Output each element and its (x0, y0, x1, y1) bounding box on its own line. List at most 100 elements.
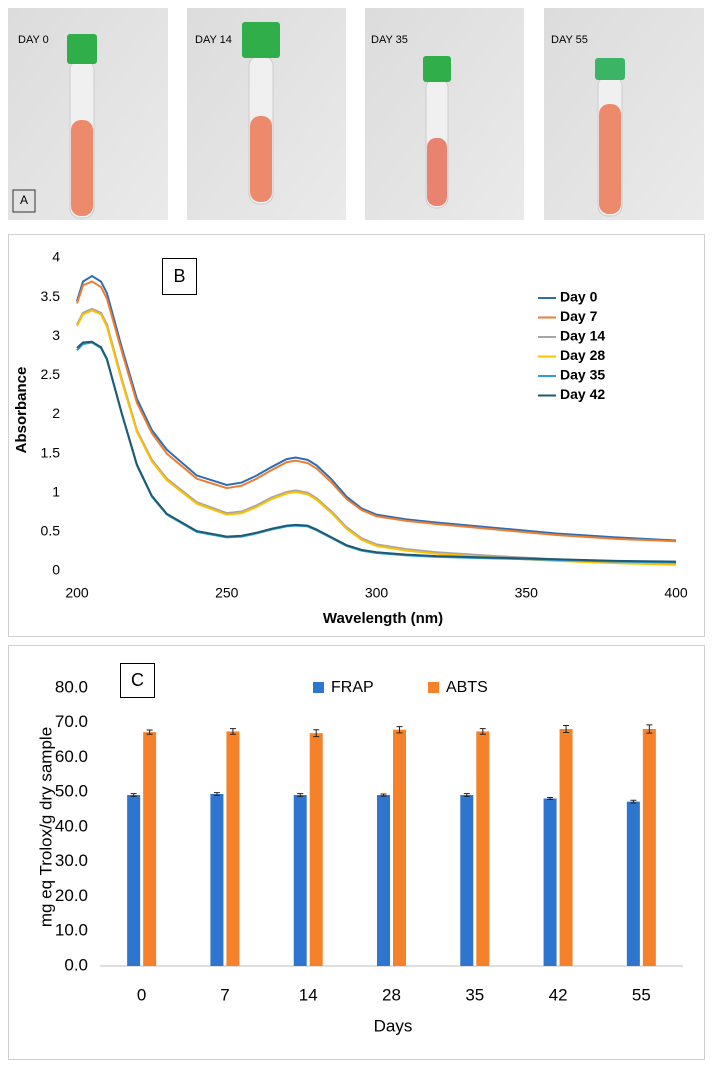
legend-label: Day 42 (560, 386, 605, 402)
x-axis-label: Days (374, 1016, 413, 1035)
panel-a: DAY 0 DAY 14 DAY 35 DAY 55 A (8, 8, 704, 220)
photo-label: DAY 14 (195, 34, 232, 46)
bar (143, 732, 157, 966)
error-bar (646, 724, 653, 734)
y-tick-label: 3.5 (41, 288, 61, 304)
photo-label: DAY 55 (551, 34, 588, 46)
error-bar (563, 725, 570, 733)
y-tick-label: 4 (52, 249, 60, 265)
panel-label: B (173, 266, 185, 286)
data-line (76, 274, 677, 542)
error-bar-line (297, 793, 304, 797)
error-bar (229, 728, 236, 735)
photo (187, 8, 346, 220)
error-bar-line (229, 728, 236, 735)
legend-label: Day 14 (560, 328, 605, 344)
bar (293, 795, 307, 966)
x-tick-label: 300 (365, 585, 389, 601)
error-bar (297, 793, 304, 797)
x-tick-label: 28 (382, 985, 401, 1004)
error-bar-line (213, 792, 220, 796)
error-bar-line (313, 729, 320, 738)
bar (377, 795, 390, 966)
legend-label: Day 7 (560, 308, 598, 324)
error-bar (146, 729, 153, 735)
error-bar (380, 793, 387, 797)
bar (210, 793, 224, 966)
y-tick-label: 60.0 (55, 747, 88, 766)
bar (642, 729, 656, 966)
legend-label: Day 0 (560, 289, 598, 305)
bar (460, 795, 474, 966)
legend-label: ABTS (446, 679, 488, 696)
bar (559, 729, 573, 966)
legend-label: FRAP (331, 679, 374, 696)
photo-label: DAY 35 (371, 34, 408, 46)
error-bar-line (463, 793, 470, 797)
panel-frame (8, 645, 705, 1060)
photo (544, 8, 704, 220)
legend-swatch (428, 682, 439, 693)
y-tick-label: 2 (52, 405, 60, 421)
y-tick-label: 50.0 (55, 782, 88, 801)
error-bar-line (479, 728, 486, 735)
photo (8, 8, 168, 220)
data-line (76, 340, 677, 563)
x-tick-label: 200 (65, 585, 89, 601)
x-tick-label: 0 (137, 985, 146, 1004)
y-tick-label: 20.0 (55, 886, 88, 905)
legend-label: Day 28 (560, 347, 605, 363)
error-bar-line (547, 796, 554, 801)
panel-frame (8, 234, 705, 637)
error-bar-line (380, 793, 387, 797)
legend-swatch (313, 682, 324, 693)
error-bar (463, 793, 470, 797)
bar (226, 731, 240, 966)
y-tick-label: 0 (52, 562, 60, 578)
x-tick-label: 7 (220, 985, 229, 1004)
x-tick-label: 35 (465, 985, 484, 1004)
panel-label-box (162, 258, 197, 295)
panel-c: 0.0 10.0 20.0 30.0 40.0 50.0 60.0 70.0 80.0 0 7 14 2… (36, 663, 683, 1035)
bar (626, 801, 640, 966)
error-bar (396, 726, 403, 734)
error-bar (547, 796, 554, 801)
x-axis-label: Wavelength (nm) (323, 610, 443, 627)
data-line (76, 280, 677, 543)
error-bar (213, 792, 220, 796)
y-tick-label: 40.0 (55, 816, 88, 835)
error-bar-line (130, 793, 137, 797)
y-tick-label: 70.0 (55, 712, 88, 731)
x-tick-label: 55 (632, 985, 651, 1004)
photo (365, 8, 524, 220)
y-tick-label: 30.0 (55, 851, 88, 870)
error-bar (130, 793, 137, 797)
y-tick-label: 1.5 (41, 444, 61, 460)
error-bar-line (146, 729, 153, 735)
y-tick-label: 80.0 (55, 677, 88, 696)
bar (309, 733, 323, 966)
y-tick-label: 3 (52, 327, 60, 343)
bar (127, 795, 141, 966)
legend-label: Day 35 (560, 367, 605, 383)
panel-label-box (120, 663, 155, 698)
panel-label: A (20, 193, 28, 207)
error-bar-line (563, 725, 570, 733)
panel-b: 0 0.5 1 1.5 2 2.5 3 3.5 4 200 250 300 350 400 Day 0 Day… (13, 249, 688, 627)
error-bar (630, 799, 637, 804)
panel-label: C (131, 670, 144, 690)
x-tick-label: 350 (515, 585, 539, 601)
error-bar (479, 728, 486, 735)
y-axis-label: mg eq Trolox/g dry sample (36, 727, 55, 927)
bar (393, 729, 406, 966)
bar (543, 798, 557, 966)
bar (476, 731, 490, 966)
error-bar (313, 729, 320, 738)
x-tick-label: 42 (549, 985, 568, 1004)
photo-label: DAY 0 (18, 34, 49, 46)
y-tick-label: 0.5 (41, 523, 61, 539)
error-bar-line (630, 799, 637, 804)
error-bar-line (396, 726, 403, 734)
